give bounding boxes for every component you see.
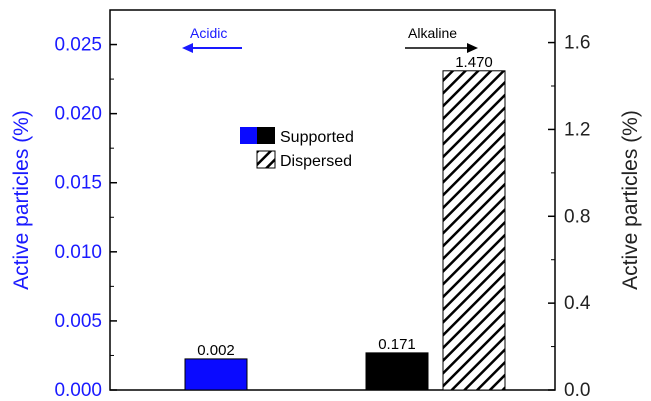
annotation-acidic-label: Acidic [190, 25, 227, 41]
bar-supported-acidic [184, 358, 248, 391]
left-tick-label: 0.020 [54, 104, 102, 125]
right-tick-label: 1.6 [564, 33, 590, 54]
left-axis-title: Active particles (%) [10, 110, 33, 290]
left-tick-label: 0.005 [54, 311, 102, 332]
left-tick-label: 0.025 [54, 35, 102, 56]
bar-dispersed-alkaline [442, 70, 506, 391]
legend: Supported Dispersed [240, 127, 354, 170]
right-axis-ticks: 0.0 0.4 0.8 1.2 1.6 [548, 33, 591, 401]
right-tick-label: 0.0 [564, 380, 590, 401]
annotation-alkaline-label: Alkaline [408, 25, 457, 41]
annotation-alkaline-arrow [405, 43, 478, 53]
bar-value-label: 1.470 [455, 54, 493, 71]
legend-swatch-dispersed [256, 150, 276, 169]
right-tick-label: 1.2 [564, 119, 590, 140]
bars-group: 0.002 0.171 1.470 [184, 54, 506, 391]
legend-label-dispersed: Dispersed [280, 153, 352, 170]
right-axis-title: Active particles (%) [619, 110, 642, 290]
annotation-acidic-arrow [182, 43, 242, 53]
legend-label-supported: Supported [280, 129, 354, 146]
plot-frame [109, 9, 556, 391]
left-axis-ticks: 0.000 0.005 0.010 0.015 0.020 0.025 [54, 35, 117, 401]
left-tick-label: 0.000 [54, 380, 102, 401]
legend-swatch-supported-blue [240, 127, 257, 144]
right-tick-label: 0.4 [564, 293, 591, 314]
bar-value-label: 0.171 [378, 336, 416, 353]
right-tick-label: 0.8 [564, 206, 590, 227]
left-tick-label: 0.010 [54, 242, 102, 263]
bar-supported-alkaline [365, 352, 429, 391]
legend-swatch-supported-black [257, 127, 275, 144]
left-tick-label: 0.015 [54, 173, 102, 194]
bar-value-label: 0.002 [197, 342, 235, 359]
